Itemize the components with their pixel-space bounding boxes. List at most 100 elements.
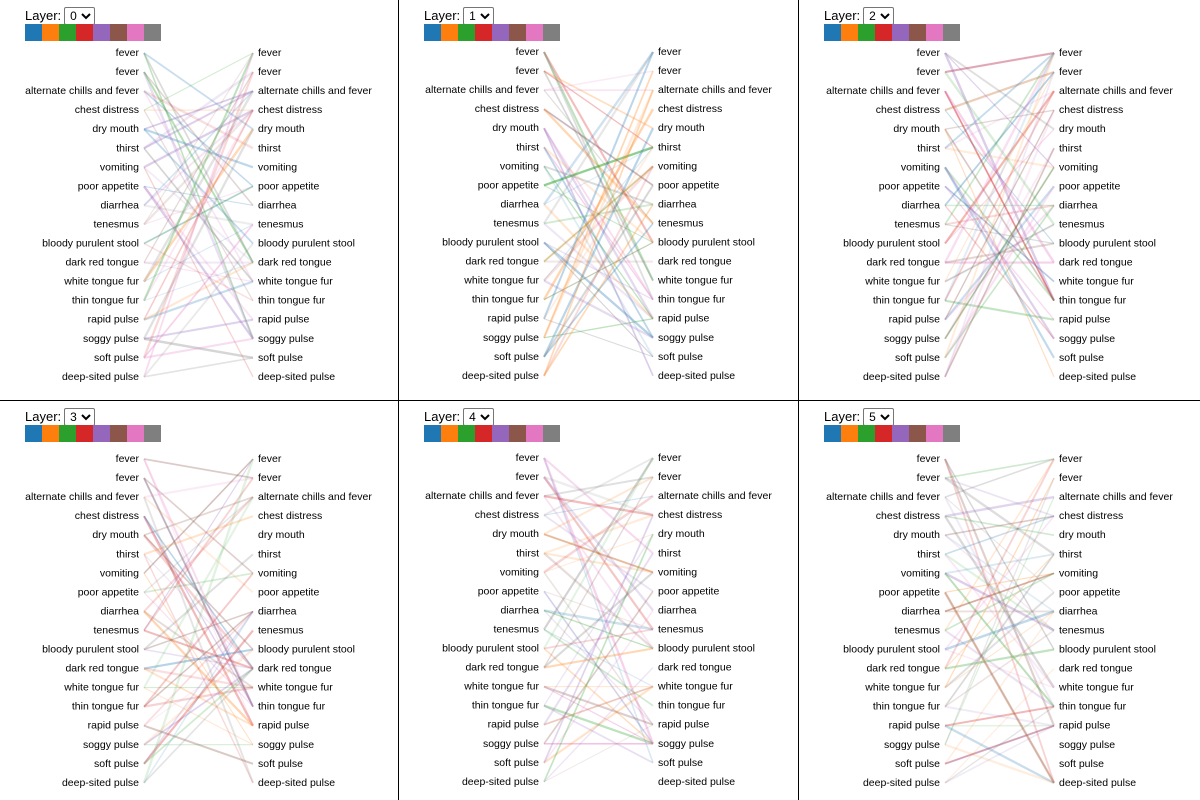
head-swatch-1[interactable] (841, 24, 858, 41)
right-token[interactable]: dark red tongue (1059, 663, 1133, 675)
left-token[interactable]: thirst (917, 548, 940, 560)
right-token[interactable]: tenesmus (1059, 624, 1105, 636)
head-swatch-3[interactable] (475, 425, 492, 442)
left-token[interactable]: poor appetite (879, 586, 940, 598)
right-token[interactable]: dry mouth (658, 122, 705, 134)
left-token[interactable]: fever (917, 472, 941, 484)
right-token[interactable]: deep-sited pulse (658, 776, 735, 788)
right-token[interactable]: chest distress (658, 103, 722, 115)
left-token[interactable]: dark red tongue (65, 663, 139, 675)
left-token[interactable]: dark red tongue (465, 256, 539, 268)
head-swatch-0[interactable] (824, 425, 841, 442)
head-swatch-2[interactable] (858, 24, 875, 41)
right-token[interactable]: dark red tongue (258, 257, 332, 269)
layer-select[interactable]: 012345 (64, 7, 96, 25)
left-token[interactable]: fever (116, 453, 140, 465)
head-swatch-1[interactable] (42, 425, 59, 442)
right-token[interactable]: dry mouth (658, 528, 705, 540)
left-token[interactable]: rapid pulse (88, 720, 140, 732)
left-token[interactable]: diarrhea (100, 199, 139, 211)
left-token[interactable]: rapid pulse (488, 719, 540, 731)
right-token[interactable]: fever (258, 47, 282, 59)
left-token[interactable]: soggy pulse (884, 333, 940, 345)
head-swatch-0[interactable] (424, 425, 441, 442)
left-token[interactable]: tenesmus (93, 624, 139, 636)
left-token[interactable]: thin tongue fur (72, 701, 140, 713)
right-token[interactable]: tenesmus (258, 218, 304, 230)
left-token[interactable]: soft pulse (494, 757, 539, 769)
left-token[interactable]: deep-sited pulse (863, 777, 940, 789)
left-token[interactable]: soft pulse (895, 758, 940, 770)
right-token[interactable]: diarrhea (258, 199, 297, 211)
left-token[interactable]: rapid pulse (889, 720, 941, 732)
right-token[interactable]: deep-sited pulse (658, 370, 735, 382)
head-swatch-4[interactable] (492, 425, 509, 442)
left-token[interactable]: dark red tongue (866, 663, 940, 675)
head-swatch-0[interactable] (25, 24, 42, 41)
left-token[interactable]: dark red tongue (65, 257, 139, 269)
left-token[interactable]: fever (116, 472, 140, 484)
right-token[interactable]: fever (658, 46, 682, 58)
left-token[interactable]: poor appetite (478, 179, 539, 191)
right-token[interactable]: alternate chills and fever (658, 490, 772, 502)
right-token[interactable]: vomiting (258, 161, 297, 173)
head-swatch-1[interactable] (441, 24, 458, 41)
right-token[interactable]: thin tongue fur (1059, 295, 1127, 307)
right-token[interactable]: white tongue fur (1058, 276, 1134, 288)
right-token[interactable]: bloody purulent stool (258, 238, 355, 250)
left-token[interactable]: vomiting (901, 161, 940, 173)
right-token[interactable]: diarrhea (1059, 605, 1098, 617)
left-token[interactable]: thin tongue fur (472, 700, 540, 712)
right-token[interactable]: tenesmus (658, 623, 704, 635)
left-token[interactable]: white tongue fur (463, 681, 539, 693)
left-token[interactable]: white tongue fur (463, 275, 539, 287)
left-token[interactable]: alternate chills and fever (25, 491, 139, 503)
right-token[interactable]: alternate chills and fever (658, 84, 772, 96)
right-token[interactable]: chest distress (658, 509, 722, 521)
head-swatch-3[interactable] (875, 24, 892, 41)
layer-select[interactable]: 012345 (863, 408, 895, 426)
right-token[interactable]: deep-sited pulse (258, 777, 335, 789)
head-swatch-6[interactable] (526, 425, 543, 442)
head-swatch-1[interactable] (841, 425, 858, 442)
head-swatch-6[interactable] (926, 425, 943, 442)
right-token[interactable]: alternate chills and fever (258, 85, 372, 97)
right-token[interactable]: soggy pulse (1059, 739, 1115, 751)
left-token[interactable]: deep-sited pulse (62, 777, 139, 789)
left-token[interactable]: fever (917, 453, 941, 465)
right-token[interactable]: chest distress (1059, 104, 1123, 116)
right-token[interactable]: thin tongue fur (258, 295, 326, 307)
right-token[interactable]: chest distress (258, 510, 322, 522)
right-token[interactable]: bloody purulent stool (658, 237, 755, 249)
right-token[interactable]: alternate chills and fever (1059, 85, 1173, 97)
right-token[interactable]: thirst (258, 142, 281, 154)
layer-select[interactable]: 012345 (463, 7, 495, 25)
right-token[interactable]: fever (658, 471, 682, 483)
right-token[interactable]: fever (658, 452, 682, 464)
right-token[interactable]: tenesmus (258, 624, 304, 636)
head-swatch-0[interactable] (824, 24, 841, 41)
head-swatch-6[interactable] (526, 24, 543, 41)
right-token[interactable]: dry mouth (1059, 529, 1106, 541)
left-token[interactable]: dry mouth (492, 122, 539, 134)
right-token[interactable]: soft pulse (658, 351, 703, 363)
right-token[interactable]: poor appetite (658, 585, 719, 597)
left-token[interactable]: thirst (917, 142, 940, 154)
right-token[interactable]: vomiting (258, 567, 297, 579)
right-token[interactable]: thirst (1059, 142, 1082, 154)
right-token[interactable]: thirst (658, 141, 681, 153)
layer-select[interactable]: 012345 (463, 408, 495, 426)
left-token[interactable]: thirst (516, 141, 539, 153)
left-token[interactable]: rapid pulse (889, 314, 941, 326)
right-token[interactable]: bloody purulent stool (258, 644, 355, 656)
right-token[interactable]: fever (258, 472, 282, 484)
head-swatch-7[interactable] (144, 24, 161, 41)
right-token[interactable]: thirst (1059, 548, 1082, 560)
left-token[interactable]: poor appetite (78, 586, 139, 598)
right-token[interactable]: soft pulse (1059, 758, 1104, 770)
left-token[interactable]: thin tongue fur (873, 701, 941, 713)
head-swatch-5[interactable] (909, 425, 926, 442)
left-token[interactable]: white tongue fur (63, 682, 139, 694)
left-token[interactable]: fever (917, 66, 941, 78)
left-token[interactable]: bloody purulent stool (843, 238, 940, 250)
